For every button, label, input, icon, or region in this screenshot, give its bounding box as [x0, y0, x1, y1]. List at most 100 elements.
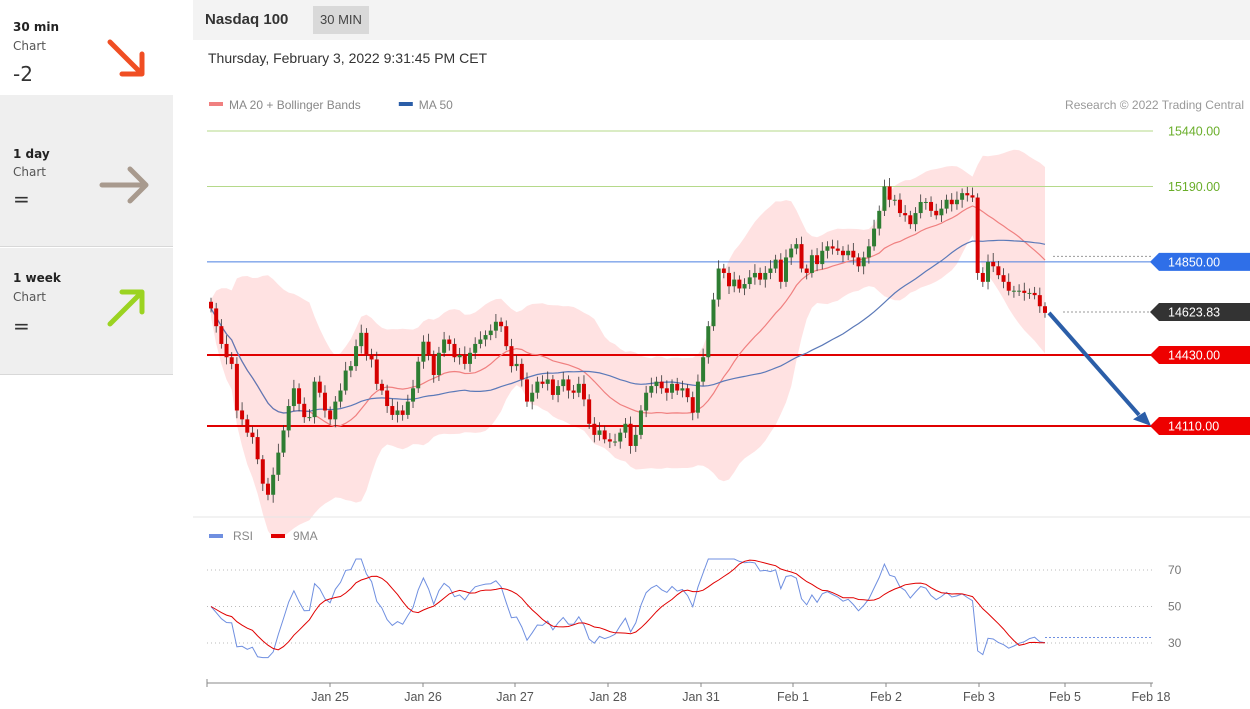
candle-body: [685, 388, 690, 398]
candle-body: [638, 410, 643, 435]
candle-body: [255, 437, 260, 460]
candle-body: [426, 341, 431, 356]
instrument-name: Nasdaq 100: [205, 11, 289, 28]
card-1week[interactable]: 1 week Chart =: [0, 248, 173, 375]
candle-body: [1043, 306, 1047, 313]
candle-body: [949, 199, 954, 205]
candle-body: [1022, 290, 1027, 293]
x-axis: Jan 25 Jan 26 Jan 27 Jan 28 Jan 31 Feb 1 Feb 2…: [206, 679, 1171, 704]
candle-body: [276, 452, 281, 475]
x-tick-label: Feb 18: [1132, 690, 1171, 704]
interval-badge[interactable]: 30 MIN: [313, 6, 369, 34]
candle-body: [312, 381, 317, 418]
candle-body: [856, 257, 861, 267]
x-tick-label: Feb 1: [777, 690, 809, 704]
candle-body: [322, 392, 327, 411]
candle-body: [960, 193, 965, 200]
candle-body: [524, 379, 529, 402]
candle-body: [302, 403, 307, 418]
candle-body: [260, 459, 265, 484]
candle-body: [597, 430, 602, 435]
level-label: 14430.00: [1168, 349, 1220, 363]
price-chart[interactable]: MA 20 + Bollinger Bands MA 50 Research © …: [193, 0, 1250, 709]
rsi-panel: RSI 9MA 30 50 70: [193, 516, 1250, 659]
legend-label: MA 20 + Bollinger Bands: [229, 98, 361, 112]
x-tick-label: Jan 26: [404, 690, 442, 704]
card-1day[interactable]: 1 day Chart =: [0, 95, 173, 247]
card-30min[interactable]: 30 min Chart -2: [0, 0, 173, 96]
candle-body: [411, 388, 416, 402]
candle-body: [271, 474, 276, 495]
candle-body: [607, 439, 612, 442]
x-tick-label: Jan 28: [589, 690, 627, 704]
candle-body: [431, 355, 436, 375]
candle-body: [732, 279, 737, 287]
ma20-line: [210, 205, 1046, 428]
candle-body: [773, 259, 778, 269]
candle-body: [374, 359, 379, 384]
candle-body: [908, 215, 913, 225]
rsi-tick-label: 50: [1168, 600, 1182, 614]
candle-body: [923, 201, 928, 203]
candle-body: [825, 246, 830, 251]
candle-body: [462, 355, 467, 364]
candle-body: [240, 410, 245, 420]
candle-body: [571, 390, 576, 393]
candle-body: [343, 370, 348, 391]
candle-body: [939, 208, 944, 216]
price-tag: [1150, 303, 1250, 322]
candle-body: [887, 186, 892, 200]
x-tick-label: Jan 31: [682, 690, 720, 704]
candle-body: [436, 352, 441, 375]
candle-body: [307, 417, 312, 419]
candle-body: [996, 266, 1001, 276]
candle-body: [690, 397, 695, 413]
candle-body: [504, 326, 509, 347]
chart-credit: Research © 2022 Trading Central: [1065, 98, 1244, 112]
candle-body: [970, 195, 975, 198]
candle-body: [561, 379, 566, 387]
card-score: =: [13, 187, 30, 211]
candle-body: [649, 386, 654, 393]
candle-body: [670, 383, 675, 393]
candle-body: [483, 335, 488, 340]
candle-body: [234, 363, 239, 411]
candle-body: [618, 432, 623, 442]
card-score: =: [13, 314, 30, 338]
candle-body: [1006, 281, 1011, 291]
candle-body: [991, 261, 996, 267]
legend-label: RSI: [233, 529, 253, 543]
candle-body: [566, 379, 571, 391]
legend-swatch: [398, 102, 413, 106]
x-tick-label: Feb 2: [870, 690, 902, 704]
candle-body: [587, 399, 592, 424]
candle-body: [768, 268, 773, 273]
candle-body: [333, 401, 338, 420]
candle-body: [799, 244, 804, 269]
candle-body: [866, 246, 871, 258]
candle-body: [711, 299, 716, 327]
candle-body: [809, 255, 814, 273]
candle-body: [815, 255, 820, 265]
rsi-ma-line: [210, 559, 1045, 651]
candle-body: [416, 361, 421, 389]
candle-body: [209, 301, 213, 309]
candle-body: [576, 383, 581, 393]
candle-body: [556, 386, 561, 395]
arrow-right-icon: [99, 166, 149, 204]
candle-body: [835, 248, 840, 251]
candle-body: [488, 330, 493, 336]
candle-body: [286, 406, 291, 431]
candle-body: [675, 383, 680, 391]
candle-body: [592, 423, 597, 435]
candle-body: [473, 343, 478, 353]
candle-body: [452, 343, 457, 358]
candle-body: [545, 379, 550, 384]
candle-body: [778, 259, 783, 282]
candle-body: [794, 244, 799, 249]
candle-body: [654, 381, 659, 387]
candle-body: [1037, 295, 1042, 307]
candle-body: [913, 213, 918, 225]
arrow-down-right-icon: [107, 39, 145, 77]
candle-body: [716, 268, 721, 300]
